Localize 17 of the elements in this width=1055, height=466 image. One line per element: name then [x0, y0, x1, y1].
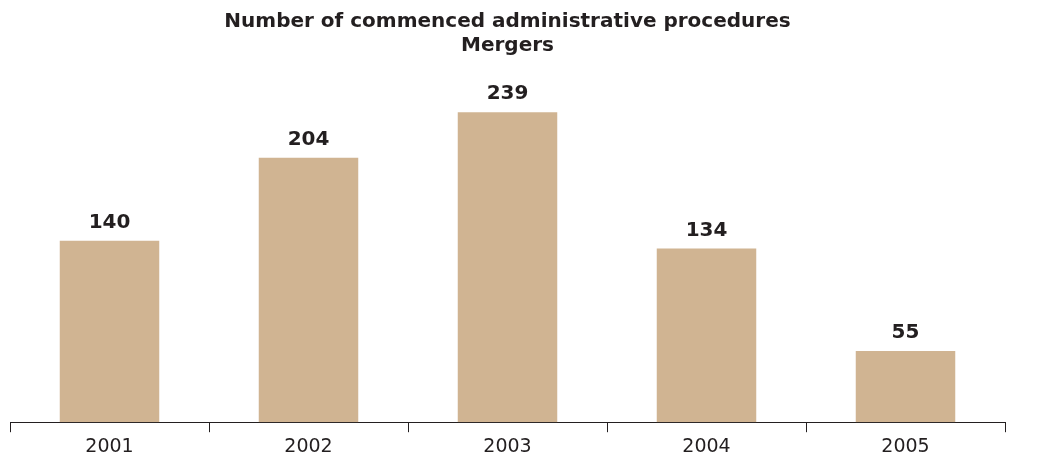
bar	[59, 240, 160, 423]
x-tick-label: 2002	[284, 433, 333, 456]
data-label: 204	[287, 125, 330, 150]
x-tick-label: 2005	[881, 433, 930, 456]
data-label: 134	[685, 216, 728, 241]
x-tick-label: 2004	[682, 433, 731, 456]
data-label: 55	[891, 319, 920, 344]
x-tick-label: 2001	[85, 433, 134, 456]
bar	[258, 157, 359, 423]
data-label: 239	[486, 80, 529, 105]
chart-title: Number of commenced administrative procedures	[224, 8, 791, 33]
bar	[457, 112, 558, 423]
chart-subtitle: Mergers	[461, 32, 554, 57]
x-tick-label: 2003	[483, 433, 532, 456]
data-label: 140	[88, 208, 131, 233]
bar	[855, 350, 956, 423]
bar	[656, 248, 757, 423]
